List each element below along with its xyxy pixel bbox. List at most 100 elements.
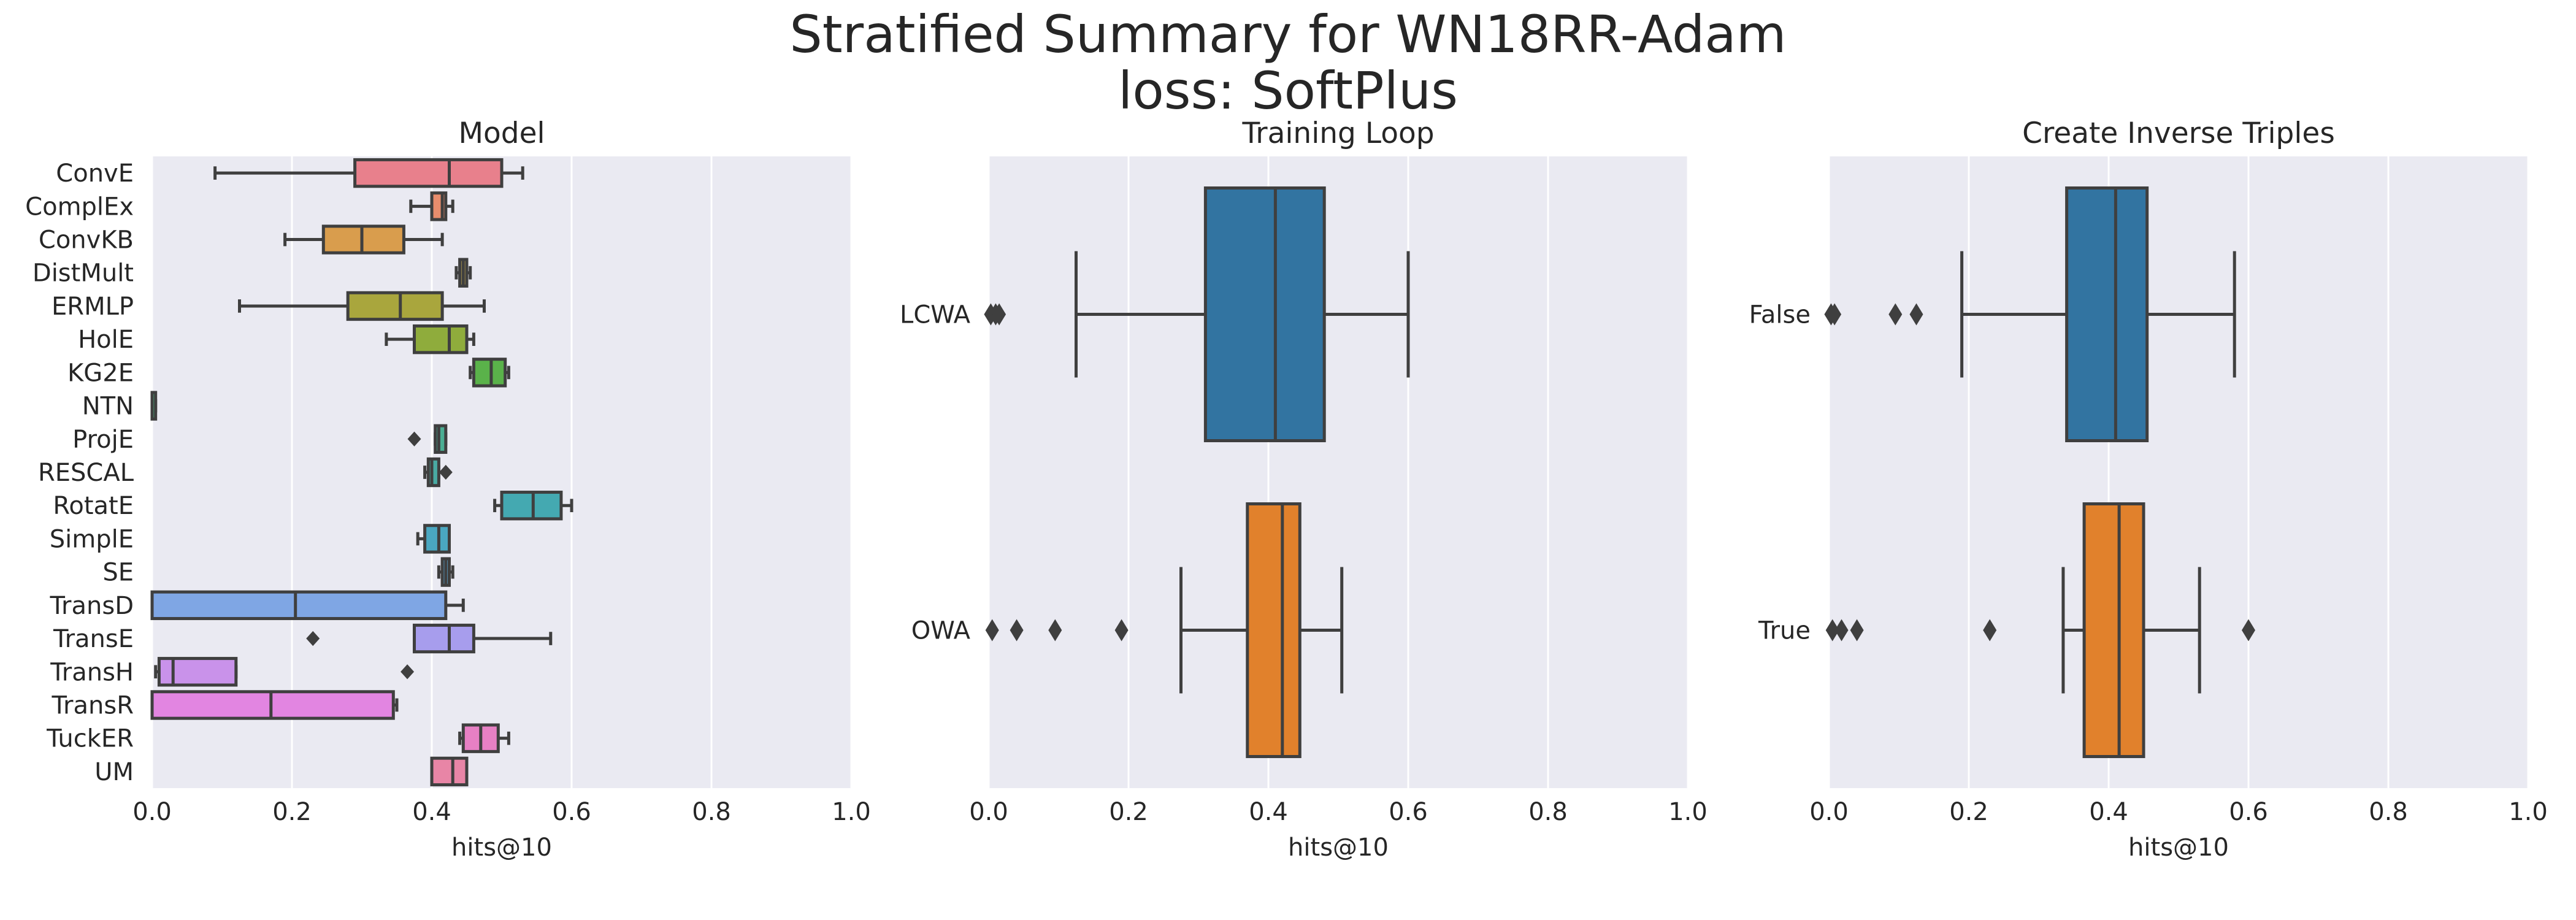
outlier-point bbox=[1048, 619, 1062, 642]
y-tick-label: SE bbox=[102, 559, 134, 587]
outlier-point bbox=[1825, 619, 1839, 642]
outlier-point bbox=[1850, 619, 1864, 642]
x-tick-label: 0.8 bbox=[1528, 798, 1568, 826]
outlier-point bbox=[985, 619, 999, 642]
box-body bbox=[423, 524, 451, 554]
x-tick-label: 0.0 bbox=[132, 798, 172, 826]
box-transh bbox=[154, 657, 415, 687]
box-body bbox=[434, 424, 448, 454]
box-rotate bbox=[493, 491, 573, 521]
box-convkb bbox=[283, 224, 444, 255]
y-tick-label: NTN bbox=[82, 393, 134, 421]
y-tick-label: UM bbox=[94, 758, 134, 786]
y-tick-label: SimplE bbox=[50, 525, 134, 553]
box-body bbox=[1246, 502, 1301, 758]
box-body bbox=[157, 657, 238, 687]
panel-create-inverse-triples: 0.0 0.2 0.4 0.6 0.8 1.0 Create Inverse Triples… bbox=[1749, 117, 2548, 862]
y-tick-label: TuckER bbox=[46, 725, 134, 753]
x-tick-label: 0.6 bbox=[2229, 798, 2268, 826]
panel-model: 0.0 0.2 0.4 0.6 0.8 1.0 Model hits@10 ConvE Compl… bbox=[25, 117, 871, 862]
y-tick-label: ConvE bbox=[56, 159, 134, 188]
box-body bbox=[353, 158, 504, 188]
box-ntn bbox=[150, 391, 158, 421]
y-tick-label: HolE bbox=[78, 326, 134, 354]
panel-training-loop: 0.0 0.2 0.4 0.6 0.8 1.0 Training Loop hits@10 LC… bbox=[900, 117, 1708, 862]
y-tick-label: LCWA bbox=[900, 301, 971, 329]
x-tick-label: 0.2 bbox=[1949, 798, 1988, 826]
box-body bbox=[413, 623, 475, 654]
figure-title-line-1: Stratified Summary for WN18RR-Adam bbox=[789, 4, 1787, 64]
y-tick-label: DistMult bbox=[33, 259, 134, 288]
outlier-point bbox=[401, 664, 415, 680]
box-body bbox=[1203, 186, 1326, 442]
outlier-point bbox=[1114, 619, 1129, 642]
outlier-point bbox=[1834, 619, 1849, 642]
box-conve bbox=[213, 158, 524, 188]
box-body bbox=[150, 690, 395, 720]
box-complex bbox=[409, 191, 454, 221]
box-body bbox=[346, 291, 444, 321]
box-body bbox=[426, 457, 440, 488]
box-transd bbox=[150, 590, 465, 621]
y-tick-label: ConvKB bbox=[39, 226, 134, 255]
x-tick-label: 1.0 bbox=[832, 798, 871, 826]
box-false bbox=[1824, 186, 2236, 442]
box-ermlp bbox=[238, 291, 486, 321]
x-tick-label: 1.0 bbox=[2509, 798, 2548, 826]
box-proje bbox=[407, 424, 448, 454]
outlier-point bbox=[1983, 619, 1997, 642]
box-body bbox=[2082, 502, 2145, 758]
outlier-point bbox=[439, 464, 453, 480]
box-body bbox=[430, 756, 469, 787]
x-tick-label: 0.2 bbox=[272, 798, 312, 826]
box-body bbox=[500, 491, 563, 521]
x-tick-label: 0.6 bbox=[1389, 798, 1428, 826]
box-body bbox=[472, 358, 507, 388]
y-tick-label: TransR bbox=[52, 691, 134, 719]
y-tick-label: False bbox=[1749, 301, 1811, 329]
box-tucker bbox=[458, 723, 510, 753]
box-true bbox=[1825, 502, 2255, 758]
y-tick-label: RotatE bbox=[53, 492, 134, 520]
y-tick-label: OWA bbox=[911, 617, 971, 645]
box-transr bbox=[150, 690, 399, 720]
y-tick-label: ERMLP bbox=[52, 293, 134, 321]
x-tick-label: 0.0 bbox=[969, 798, 1008, 826]
plot-background bbox=[989, 156, 1688, 788]
x-axis-label: hits@10 bbox=[1288, 834, 1389, 862]
outlier-point bbox=[992, 303, 1006, 326]
y-tick-label: KG2E bbox=[67, 359, 134, 387]
x-tick-label: 0.2 bbox=[1109, 798, 1148, 826]
figure-title-line-2: loss: SoftPlus bbox=[1118, 61, 1458, 121]
y-tick-label: ProjE bbox=[72, 426, 134, 454]
outlier-point bbox=[1828, 303, 1842, 326]
x-tick-label: 0.8 bbox=[2369, 798, 2408, 826]
x-tick-label: 0.4 bbox=[412, 798, 451, 826]
box-body bbox=[150, 590, 448, 621]
box-hole bbox=[385, 324, 475, 355]
box-lcwa bbox=[984, 186, 1410, 442]
y-tick-label: TransH bbox=[50, 658, 134, 686]
box-transe bbox=[306, 623, 553, 654]
panel-title: Model bbox=[458, 117, 545, 150]
outlier-point bbox=[2242, 619, 2255, 642]
x-tick-label: 0.0 bbox=[1809, 798, 1849, 826]
y-tick-label: ComplEx bbox=[25, 193, 134, 221]
y-tick-label: RESCAL bbox=[38, 459, 134, 487]
outlier-point bbox=[306, 631, 320, 646]
box-se bbox=[437, 557, 454, 587]
x-axis-label: hits@10 bbox=[451, 834, 552, 862]
x-tick-label: 1.0 bbox=[1668, 798, 1708, 826]
box-body bbox=[321, 224, 405, 255]
x-tick-label: 0.4 bbox=[2089, 798, 2128, 826]
box-um bbox=[430, 756, 469, 787]
outlier-point bbox=[1888, 303, 1903, 326]
outlier-point bbox=[1909, 303, 1923, 326]
figure-title: Stratified Summary for WN18RR-Adam loss:… bbox=[0, 6, 2576, 119]
x-tick-label: 0.6 bbox=[552, 798, 591, 826]
box-simple bbox=[416, 524, 451, 554]
y-tick-label: TransD bbox=[49, 592, 134, 620]
box-owa bbox=[985, 502, 1344, 758]
box-body bbox=[413, 324, 469, 355]
